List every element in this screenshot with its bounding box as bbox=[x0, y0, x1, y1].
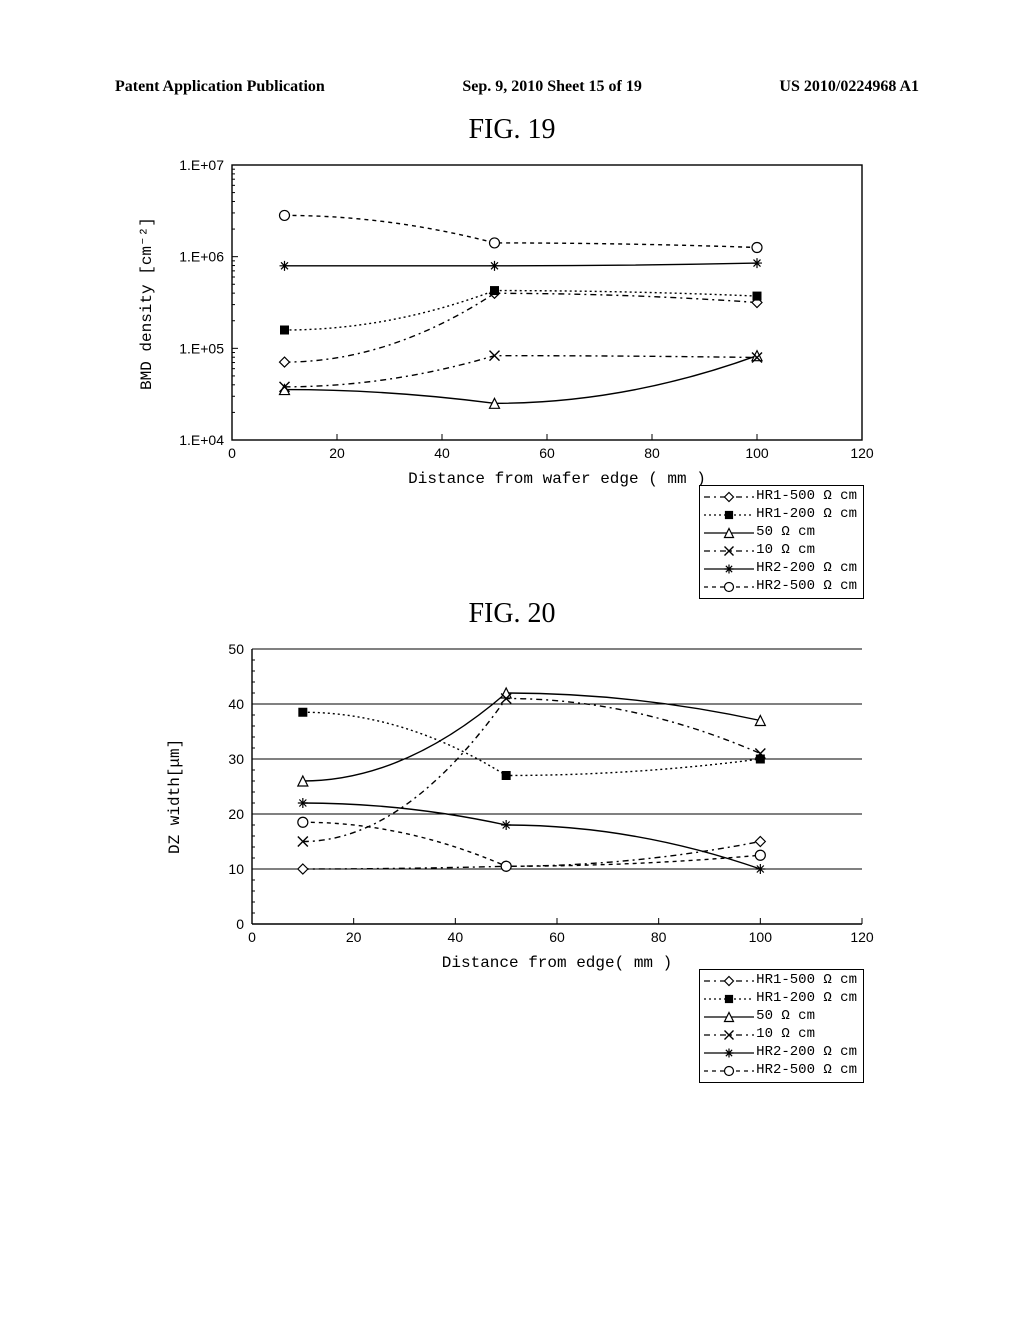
svg-text:40: 40 bbox=[228, 696, 244, 712]
legend-label: HR1-200 Ω cm bbox=[756, 506, 857, 524]
page: Patent Application Publication Sep. 9, 2… bbox=[0, 0, 1024, 1320]
svg-text:100: 100 bbox=[745, 445, 769, 461]
svg-text:60: 60 bbox=[539, 445, 555, 461]
svg-text:10: 10 bbox=[228, 861, 244, 877]
svg-text:20: 20 bbox=[329, 445, 345, 461]
svg-text:0: 0 bbox=[228, 445, 236, 461]
header-right: US 2010/0224968 A1 bbox=[779, 78, 919, 96]
legend-row: 50 Ω cm bbox=[702, 1008, 857, 1026]
legend-label: HR2-200 Ω cm bbox=[756, 1044, 857, 1062]
svg-text:0: 0 bbox=[236, 916, 244, 932]
legend-label: HR1-200 Ω cm bbox=[756, 990, 857, 1008]
fig19-svg: 1.E+04 1.E+05 1.E+06 1.E+07 0 20 40 60 80 100 120 bbox=[132, 150, 892, 470]
svg-text:100: 100 bbox=[749, 929, 773, 945]
svg-text:30: 30 bbox=[228, 751, 244, 767]
svg-text:120: 120 bbox=[850, 929, 874, 945]
svg-text:40: 40 bbox=[448, 929, 464, 945]
fig20-ylabel: DZ width[μm] bbox=[166, 739, 184, 854]
fig19-title: FIG. 19 bbox=[0, 114, 1024, 146]
fig20-svg: 0 10 20 30 40 50 0 20 40 60 80 100 120 bbox=[132, 634, 892, 954]
legend-row: HR1-500 Ω cm bbox=[702, 488, 857, 506]
header-center: Sep. 9, 2010 Sheet 15 of 19 bbox=[462, 78, 642, 96]
legend-row: HR2-200 Ω cm bbox=[702, 1044, 857, 1062]
legend-row: HR2-200 Ω cm bbox=[702, 560, 857, 578]
svg-text:80: 80 bbox=[651, 929, 667, 945]
legend-label: 10 Ω cm bbox=[756, 1026, 815, 1044]
header: Patent Application Publication Sep. 9, 2… bbox=[0, 0, 1024, 96]
svg-text:0: 0 bbox=[248, 929, 256, 945]
legend-label: 50 Ω cm bbox=[756, 1008, 815, 1026]
svg-text:20: 20 bbox=[346, 929, 362, 945]
legend-label: 10 Ω cm bbox=[756, 542, 815, 560]
svg-text:120: 120 bbox=[850, 445, 874, 461]
legend-label: HR2-500 Ω cm bbox=[756, 578, 857, 596]
svg-text:80: 80 bbox=[644, 445, 660, 461]
legend-label: 50 Ω cm bbox=[756, 524, 815, 542]
legend-row: HR1-200 Ω cm bbox=[702, 506, 857, 524]
fig20-legend: HR1-500 Ω cm HR1-200 Ω cm 50 Ω cm 10 Ω c… bbox=[699, 969, 864, 1083]
svg-text:50: 50 bbox=[228, 641, 244, 657]
legend-row: HR2-500 Ω cm bbox=[702, 1062, 857, 1080]
svg-text:1.E+04: 1.E+04 bbox=[179, 432, 224, 448]
header-left: Patent Application Publication bbox=[115, 78, 325, 96]
legend-label: HR2-200 Ω cm bbox=[756, 560, 857, 578]
legend-row: HR1-200 Ω cm bbox=[702, 990, 857, 1008]
legend-label: HR2-500 Ω cm bbox=[756, 1062, 857, 1080]
legend-row: HR2-500 Ω cm bbox=[702, 578, 857, 596]
fig20-title: FIG. 20 bbox=[0, 598, 1024, 630]
svg-text:40: 40 bbox=[434, 445, 450, 461]
legend-row: 50 Ω cm bbox=[702, 524, 857, 542]
legend-label: HR1-500 Ω cm bbox=[756, 972, 857, 990]
legend-row: 10 Ω cm bbox=[702, 1026, 857, 1044]
svg-text:20: 20 bbox=[228, 806, 244, 822]
legend-row: HR1-500 Ω cm bbox=[702, 972, 857, 990]
fig19-ylabel: BMD density [cm⁻²] bbox=[136, 217, 156, 390]
fig20-chart: DZ width[μm] 01020304050020406080100120 … bbox=[132, 634, 892, 972]
fig19-legend: HR1-500 Ω cm HR1-200 Ω cm 50 Ω cm 10 Ω c… bbox=[699, 485, 864, 599]
legend-row: 10 Ω cm bbox=[702, 542, 857, 560]
svg-text:1.E+06: 1.E+06 bbox=[179, 249, 224, 265]
svg-text:1.E+07: 1.E+07 bbox=[179, 157, 224, 173]
svg-text:1.E+05: 1.E+05 bbox=[179, 340, 224, 356]
legend-label: HR1-500 Ω cm bbox=[756, 488, 857, 506]
fig19-chart: BMD density [cm⁻²] 1.E+041.E+051.E+061.E… bbox=[132, 150, 892, 488]
svg-text:60: 60 bbox=[549, 929, 565, 945]
